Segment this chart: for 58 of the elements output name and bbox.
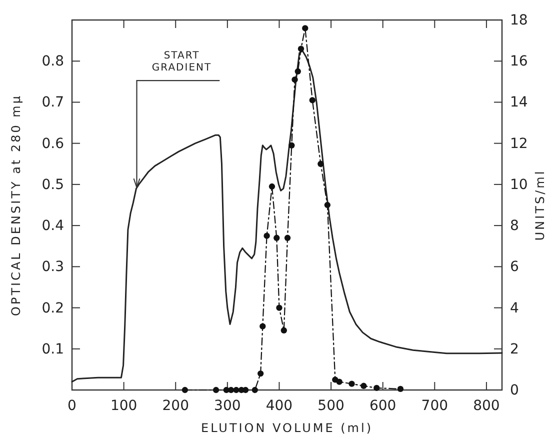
y-tick-label: 0.7 <box>42 94 64 111</box>
point <box>284 234 291 241</box>
point <box>360 382 367 389</box>
y2-tick-label: 6 <box>510 259 519 276</box>
x-axis-title: ELUTION VOLUME (ml) <box>200 421 374 435</box>
y2-axis-title: UNITS/ml <box>533 169 547 241</box>
x-tick-label: 500 <box>318 398 344 414</box>
point <box>318 160 324 167</box>
point <box>233 386 240 394</box>
point <box>336 378 342 385</box>
point <box>309 97 316 104</box>
point <box>302 25 308 32</box>
y2-tick-label: 2 <box>510 341 519 358</box>
y2-tick-label: 4 <box>510 300 519 316</box>
point <box>276 304 282 311</box>
point <box>264 232 270 239</box>
y-tick-label: 0.2 <box>42 300 64 316</box>
x-tick-label: 300 <box>214 398 241 414</box>
point <box>348 380 355 387</box>
y-tick-label: 0.3 <box>42 259 64 276</box>
y-tick-label: 0.1 <box>42 341 64 358</box>
y2-tick-label: 8 <box>510 218 519 234</box>
point <box>397 386 404 392</box>
point <box>260 323 266 330</box>
point <box>257 370 264 377</box>
point <box>268 183 276 190</box>
x-tick-label: 200 <box>162 398 189 414</box>
point <box>298 46 304 52</box>
x-tick-label: 0 <box>68 398 76 414</box>
point <box>288 142 295 148</box>
point <box>252 386 258 394</box>
x-tick-label: 400 <box>266 398 293 414</box>
point <box>280 327 287 334</box>
annotation: START GRADIENT <box>152 50 212 74</box>
point <box>294 68 301 74</box>
x-tick-label: 700 <box>421 398 448 414</box>
y-axis-title: OPTICAL DENSITY at 280 mμ <box>9 94 23 316</box>
y-tick-label: 0.5 <box>42 176 64 193</box>
point <box>242 386 249 394</box>
x-tick-label: 800 <box>473 398 500 414</box>
point <box>324 202 330 208</box>
point <box>292 76 298 83</box>
y2-tick-label: 16 <box>510 54 528 70</box>
x-tick-label: 600 <box>369 398 396 414</box>
y2-tick-label: 0 <box>510 382 519 398</box>
point <box>228 386 234 394</box>
point <box>374 384 380 392</box>
y2-tick-label: 12 <box>510 136 528 152</box>
y-tick-label: 0.4 <box>42 218 64 234</box>
y2-tick-label: 14 <box>510 94 528 111</box>
y-tick-label: 0.8 <box>42 54 64 70</box>
y2-tick-label: 10 <box>510 176 528 193</box>
y2-tick-label: 18 <box>510 12 528 28</box>
x-tick-label: 100 <box>110 398 138 414</box>
y-tick-label: 0.6 <box>42 136 64 152</box>
point <box>212 386 220 394</box>
point <box>182 386 188 394</box>
point <box>274 234 280 241</box>
